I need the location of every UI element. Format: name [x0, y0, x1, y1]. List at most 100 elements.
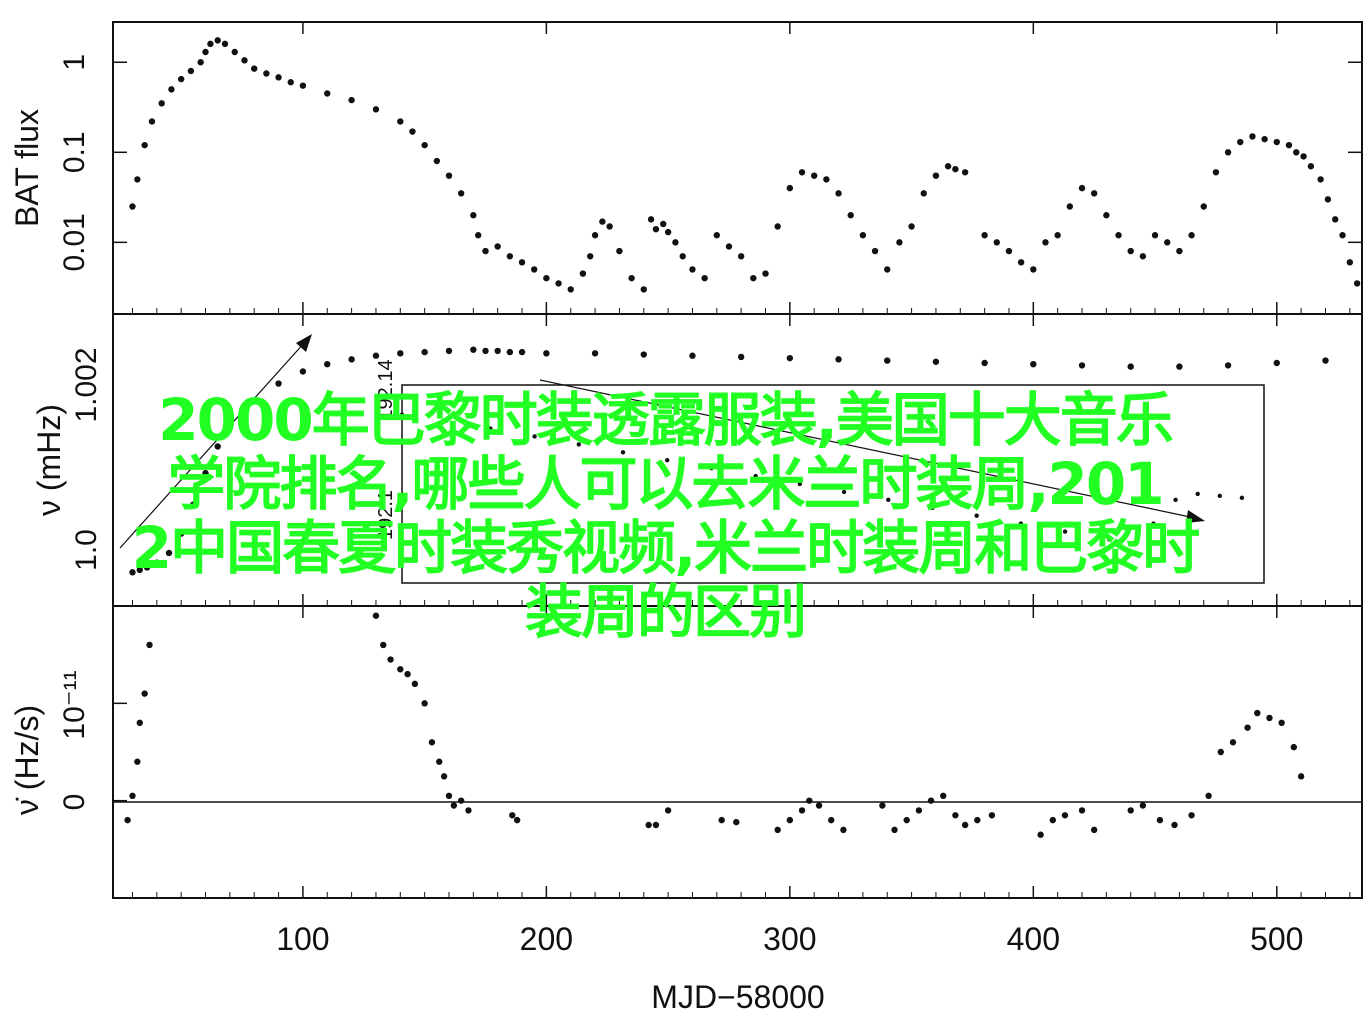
inset-point	[444, 418, 449, 423]
flux-point	[470, 212, 477, 219]
inset-point	[841, 489, 847, 495]
inset-point	[709, 465, 714, 471]
y-ticks: 0.01 0.1 1	[58, 54, 1362, 802]
flux-point	[241, 57, 248, 64]
flux-point	[762, 270, 769, 277]
nu-point	[689, 352, 696, 359]
flux-point	[1042, 239, 1049, 246]
nudot-point	[509, 812, 516, 819]
flux-point	[1090, 190, 1098, 197]
flux-point	[859, 232, 867, 239]
flux-point	[1237, 138, 1244, 146]
flux-point	[567, 286, 574, 293]
nudot-point	[421, 700, 428, 707]
flux-point	[823, 176, 830, 183]
nudot-point	[733, 818, 740, 826]
nudot-point	[1061, 812, 1069, 819]
flux-point	[591, 232, 599, 239]
flux-point	[798, 169, 806, 176]
flux-point	[482, 247, 489, 255]
flux-point	[981, 232, 988, 239]
inset-point	[620, 450, 626, 455]
flux-point	[1249, 133, 1256, 140]
nu-point	[348, 356, 355, 363]
flux-point	[1078, 184, 1086, 192]
nudot-point	[879, 802, 886, 809]
flux-point	[1339, 232, 1346, 239]
flux-point	[287, 79, 294, 86]
nudot-point	[146, 641, 153, 649]
flux-point	[457, 190, 465, 197]
nudot-point	[440, 773, 448, 780]
nudot-point	[1188, 812, 1195, 819]
flux-point	[494, 243, 501, 250]
flux-point	[1273, 138, 1280, 146]
flux-point	[475, 232, 482, 239]
nudot-point	[645, 821, 652, 829]
nudot-point	[1139, 802, 1147, 809]
flux-point	[1139, 253, 1147, 260]
nudot-point	[1244, 724, 1251, 731]
flux-point	[660, 220, 667, 228]
flux-point	[1030, 266, 1037, 273]
nu-point	[518, 348, 526, 356]
inset-point	[576, 442, 582, 447]
flux-y-tick-label: 0.1	[58, 131, 91, 173]
flux-y-tick-label: 0.01	[58, 213, 91, 271]
flux-point	[158, 100, 165, 107]
nu-point	[506, 348, 514, 356]
nu-point	[1030, 361, 1037, 368]
inset-point	[1173, 497, 1178, 503]
nu-point	[640, 351, 647, 358]
flux-point	[409, 128, 416, 135]
flux-point	[251, 65, 258, 72]
flux-point	[1005, 247, 1013, 255]
inset-point	[753, 473, 758, 479]
flux-point	[944, 163, 952, 170]
flux-point	[1261, 135, 1268, 143]
data-points	[124, 37, 1361, 838]
flux-point	[433, 157, 441, 165]
nudot-point	[1297, 773, 1305, 780]
nudot-point	[380, 641, 387, 649]
nu-point	[251, 397, 258, 404]
nu-point	[136, 566, 143, 574]
nu-point	[1224, 362, 1232, 369]
inset-point	[930, 505, 935, 510]
flux-point	[920, 190, 927, 197]
flux-point	[679, 253, 686, 260]
inset-point	[1018, 521, 1024, 526]
flux-point	[1332, 216, 1339, 223]
flux-point	[214, 37, 221, 44]
flux-point	[1285, 141, 1293, 149]
nudot-point	[1078, 807, 1086, 814]
flux-point	[606, 223, 613, 230]
nu-point	[884, 357, 891, 364]
flux-point	[1017, 259, 1025, 266]
flux-point	[932, 172, 940, 179]
nudot-point	[1127, 807, 1134, 814]
nudot-point	[915, 807, 923, 814]
nudot-point	[428, 739, 436, 746]
x-tick-label: 500	[1250, 921, 1303, 957]
y-axis-label-nu: ν (mHz)	[31, 404, 67, 516]
flux-point	[1300, 153, 1307, 160]
nudot-point	[372, 612, 380, 619]
flux-point	[207, 40, 214, 48]
nu-point	[1127, 363, 1134, 370]
nudot-point	[786, 816, 794, 824]
flux-point	[168, 86, 175, 93]
flux-point	[810, 172, 818, 179]
flux-point	[786, 184, 794, 192]
nu-point	[494, 347, 501, 355]
flux-point	[1346, 259, 1354, 266]
nudot-point	[134, 758, 141, 765]
inset-tick-label: 192.14	[375, 359, 397, 420]
flux-point	[1224, 149, 1232, 156]
inset-point	[532, 434, 537, 439]
flux-point	[652, 225, 660, 233]
flux-point	[543, 274, 550, 282]
flux-point	[348, 96, 355, 104]
nudot-point	[974, 816, 981, 824]
nu-point	[543, 350, 550, 357]
